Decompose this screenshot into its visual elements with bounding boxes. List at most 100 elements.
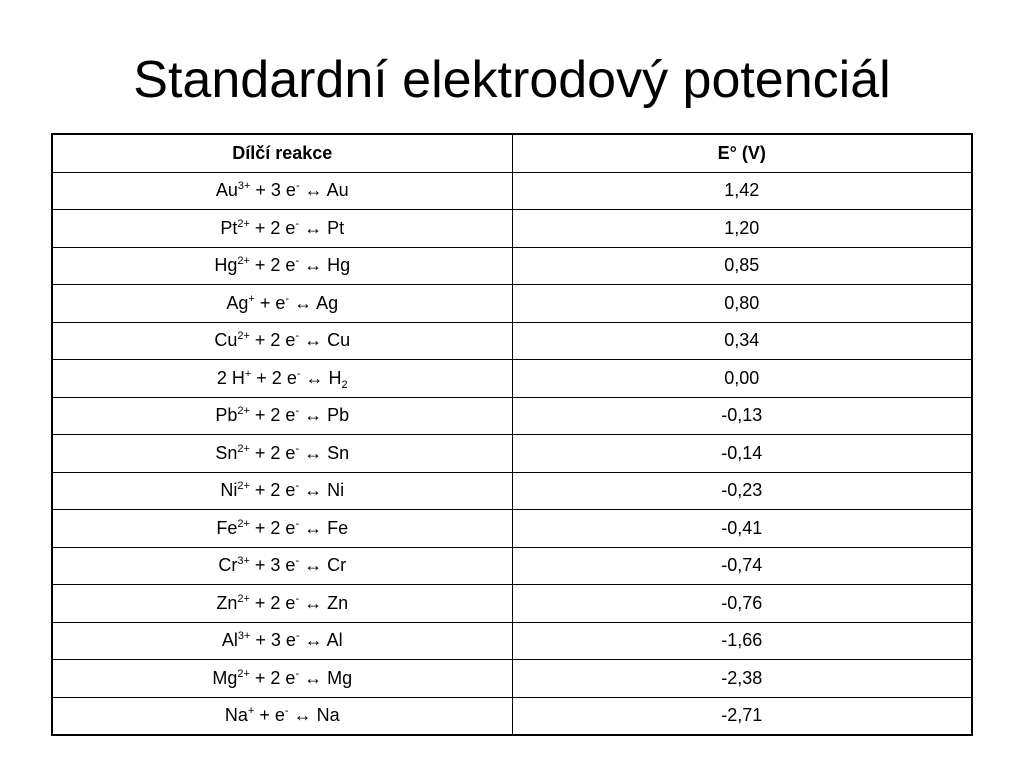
reaction-text: + 2 e <box>249 255 296 276</box>
reaction-text: + 2 e <box>249 480 296 501</box>
column-header: Dílčí reakce <box>51 133 513 173</box>
table: Dílčí reakce E° (V) Au3+ + 3 e- ↔ Au 1,42… <box>51 133 973 736</box>
column-header: E° (V) <box>511 133 973 173</box>
reaction-text: Fe <box>216 517 238 538</box>
potential-cell: 1,20 <box>511 209 973 248</box>
table-body: Au3+ + 3 e- ↔ Au 1,42 Pt2+ + 2 e- ↔ Pt 1,20… <box>51 171 973 736</box>
table-row: Fe2+ + 2 e- ↔ Fe -0,41 <box>51 509 973 548</box>
table-row: Zn2+ + 2 e- ↔ Zn -0,76 <box>51 584 973 623</box>
reaction-cell: Cu2+ + 2 e- ↔ Cu <box>51 321 513 360</box>
superscript: 2+ <box>237 517 250 530</box>
reaction-cell: Cr3+ + 3 e- ↔ Cr <box>51 546 513 585</box>
reaction-cell: Na+ + e- ↔ Na <box>51 696 513 736</box>
reaction-text: + 2 e <box>249 330 296 351</box>
potential-cell: 1,42 <box>511 171 973 210</box>
reaction-text: Ni <box>220 480 238 501</box>
reaction-text: Al <box>221 630 238 651</box>
reaction-cell: Mg2+ + 2 e- ↔ Mg <box>51 659 513 698</box>
potential-cell: -0,13 <box>511 396 973 435</box>
table-row: Pb2+ + 2 e- ↔ Pb -0,13 <box>51 396 973 435</box>
superscript: - <box>295 555 300 568</box>
reaction-text: ↔ Al <box>299 630 343 651</box>
reaction-text: ↔ Ni <box>299 480 345 501</box>
reaction-text: Sn <box>215 442 238 463</box>
table-head: Dílčí reakce E° (V) <box>51 133 973 173</box>
reaction-text: Cr <box>218 555 238 576</box>
reaction-text: ↔ Na <box>288 705 340 726</box>
reaction-text: Cu <box>214 330 238 351</box>
superscript: + <box>247 705 255 718</box>
reaction-text: ↔ Fe <box>299 517 349 538</box>
reaction-text: ↔ Zn <box>299 592 349 613</box>
superscript: 2+ <box>237 405 250 418</box>
superscript: 2+ <box>237 667 250 680</box>
reaction-text: + 2 e <box>249 667 296 688</box>
superscript: 2+ <box>237 442 250 455</box>
potential-cell: -0,76 <box>511 584 973 623</box>
reaction-text: + 2 e <box>251 367 297 388</box>
table-row: Pt2+ + 2 e- ↔ Pt 1,20 <box>51 209 973 248</box>
superscript: + <box>248 292 255 305</box>
superscript: - <box>295 442 300 455</box>
reaction-text: + 3 e <box>249 555 296 576</box>
superscript: - <box>295 517 300 530</box>
reaction-cell: Ag+ + e- ↔ Ag <box>51 284 513 323</box>
potential-cell: -0,14 <box>511 434 973 473</box>
subscript: 2 <box>341 378 348 391</box>
reaction-text: ↔ H <box>300 367 342 388</box>
table-row: Na+ + e- ↔ Na -2,71 <box>51 696 973 736</box>
superscript: 3+ <box>237 555 250 568</box>
potential-cell: -0,41 <box>511 509 973 548</box>
reaction-text: Na <box>224 705 248 726</box>
reaction-text: ↔ Au <box>299 180 349 201</box>
potential-cell: -1,66 <box>511 621 973 660</box>
table-row: Cu2+ + 2 e- ↔ Cu 0,34 <box>51 321 973 360</box>
potential-cell: 0,80 <box>511 284 973 323</box>
reaction-cell: Sn2+ + 2 e- ↔ Sn <box>51 434 513 473</box>
superscript: 2+ <box>237 255 250 268</box>
reaction-text: + 2 e <box>249 517 296 538</box>
superscript: 3+ <box>237 180 251 193</box>
reaction-cell: Al3+ + 3 e- ↔ Al <box>51 621 513 660</box>
potential-cell: -0,23 <box>511 471 973 510</box>
reaction-cell: Ni2+ + 2 e- ↔ Ni <box>51 471 513 510</box>
reaction-cell: Fe2+ + 2 e- ↔ Fe <box>51 509 513 548</box>
superscript: 2+ <box>237 217 250 230</box>
table-row: Sn2+ + 2 e- ↔ Sn -0,14 <box>51 434 973 473</box>
header-row: Dílčí reakce E° (V) <box>51 133 973 173</box>
reaction-text: Pb <box>215 405 238 426</box>
reaction-text: Ag <box>226 292 249 313</box>
superscript: - <box>295 180 300 193</box>
table-row: Cr3+ + 3 e- ↔ Cr -0,74 <box>51 546 973 585</box>
table-row: Al3+ + 3 e- ↔ Al -1,66 <box>51 621 973 660</box>
reaction-text: + 3 e <box>250 630 296 651</box>
superscript: - <box>296 367 301 380</box>
reaction-text: + e <box>254 705 285 726</box>
reaction-text: ↔ Hg <box>299 255 351 276</box>
superscript: - <box>295 405 300 418</box>
superscript: + <box>244 367 252 380</box>
reaction-text: Au <box>215 180 238 201</box>
reaction-text: Mg <box>212 667 238 688</box>
table-row: Ni2+ + 2 e- ↔ Ni -0,23 <box>51 471 973 510</box>
reaction-text: ↔ Cr <box>299 555 347 576</box>
reaction-text: + 2 e <box>249 405 296 426</box>
reaction-text: + 2 e <box>249 217 296 238</box>
reaction-cell: Pt2+ + 2 e- ↔ Pt <box>51 209 513 248</box>
reaction-cell: 2 H+ + 2 e- ↔ H2 <box>51 359 513 398</box>
superscript: - <box>295 255 300 268</box>
reaction-text: Pt <box>220 217 238 238</box>
superscript: - <box>284 705 289 718</box>
superscript: 2+ <box>237 592 250 605</box>
slide-title: Standardní elektrodový potenciál <box>133 51 891 109</box>
reaction-text: ↔ Ag <box>289 292 339 313</box>
reaction-text: Zn <box>216 592 238 613</box>
table-row: 2 H+ + 2 e- ↔ H2 0,00 <box>51 359 973 398</box>
reaction-text: + 2 e <box>249 592 296 613</box>
superscript: 2+ <box>237 330 250 343</box>
superscript: - <box>295 667 300 680</box>
potential-cell: 0,34 <box>511 321 973 360</box>
table-row: Hg2+ + 2 e- ↔ Hg 0,85 <box>51 246 973 285</box>
potential-cell: -2,71 <box>511 696 973 736</box>
potential-cell: 0,00 <box>511 359 973 398</box>
